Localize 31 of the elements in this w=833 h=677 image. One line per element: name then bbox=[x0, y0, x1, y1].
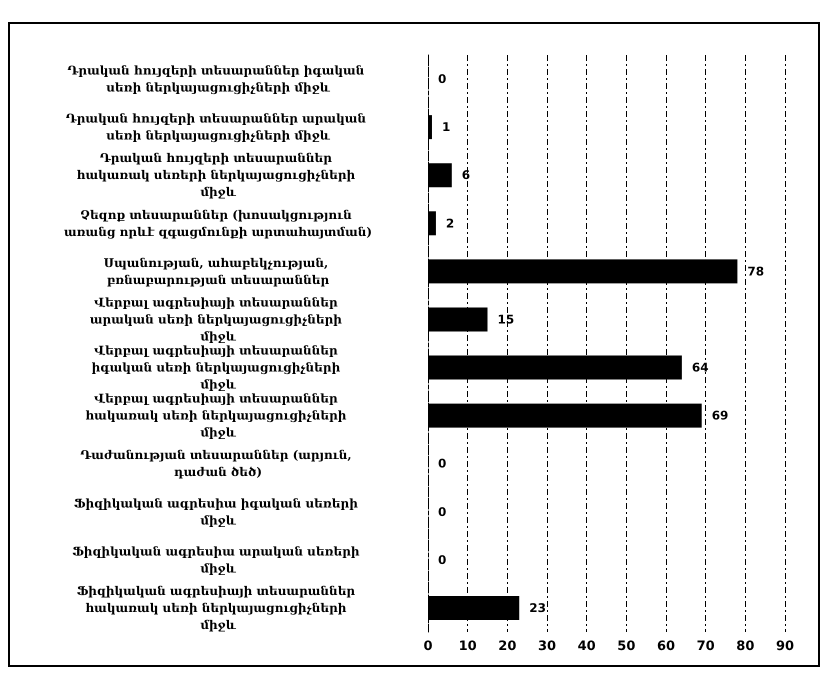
data-label: 2 bbox=[446, 216, 454, 230]
y-tick-label: Ֆիզիկական ագրեսիայի տեսարաններ հակառակ սեռի ներկայացուցիչների միջև bbox=[76, 584, 360, 632]
y-tick-label: Ֆիզիկական ագրեսիա իգական սեռերի միջև bbox=[74, 496, 362, 528]
x-tick-label: 70 bbox=[696, 639, 715, 654]
data-label: 0 bbox=[438, 504, 446, 519]
x-tick-label: 0 bbox=[423, 639, 433, 654]
y-tick-label: Դրական հույզերի տեսարաններ իգական սեռի ներկայացուցիչների միջև bbox=[68, 64, 368, 95]
x-tick-label: 30 bbox=[538, 639, 556, 654]
x-tick-label: 50 bbox=[617, 639, 636, 654]
y-tick-label: Ֆիզիկական ագրեսիա արական սեռերի միջև bbox=[72, 544, 364, 576]
data-label: 78 bbox=[747, 264, 764, 278]
y-tick-label: Դրական հույզերի տեսարաններ արական սեռի ներկայացուցիչների միջև bbox=[66, 112, 370, 143]
data-label: 23 bbox=[529, 600, 546, 615]
x-tick-label: 60 bbox=[656, 639, 676, 654]
data-label: 69 bbox=[712, 408, 728, 423]
data-label: 0 bbox=[438, 72, 446, 86]
x-tick-label: 90 bbox=[776, 639, 794, 654]
y-tick-label: Վերբալ ագրեսիայի տեսարաններ արական սեռի ներկայացուցիչների միջև bbox=[90, 295, 346, 344]
y-tick-label: Վերբալ ագրեսիայի տեսարաններ հակառակ սեռի ներկայացուցիչների միջև bbox=[85, 392, 351, 440]
x-tick-label: 80 bbox=[736, 639, 754, 654]
x-tick-label: 10 bbox=[458, 639, 477, 654]
y-tick-label: Դրական հույզերի տեսարաններ հակառակ սեռերի ներկայացուցիչների միջև bbox=[76, 151, 360, 200]
data-label: 1 bbox=[442, 120, 450, 134]
x-tick-label: 20 bbox=[498, 639, 516, 654]
data-label: 0 bbox=[438, 552, 446, 567]
y-tick-label: Չեզոք տեսարաններ (խոսակցություն առանց որևէ զգացմունքի արտահայտման) bbox=[64, 208, 372, 239]
y-tick-label: Վերբալ ագրեսիայի տեսարաններ իգական սեռի ներկայացուցիչների միջև bbox=[92, 344, 344, 392]
y-tick-label: Դաժանության տեսարաններ (արյուն, դաժան ծեծ) bbox=[80, 448, 356, 480]
x-tick-label: 40 bbox=[578, 639, 596, 654]
y-tick-label: Սպանության, ահաբեկչության, բռնաբարության տեսարաններ bbox=[104, 256, 332, 287]
data-label: 0 bbox=[438, 456, 446, 471]
